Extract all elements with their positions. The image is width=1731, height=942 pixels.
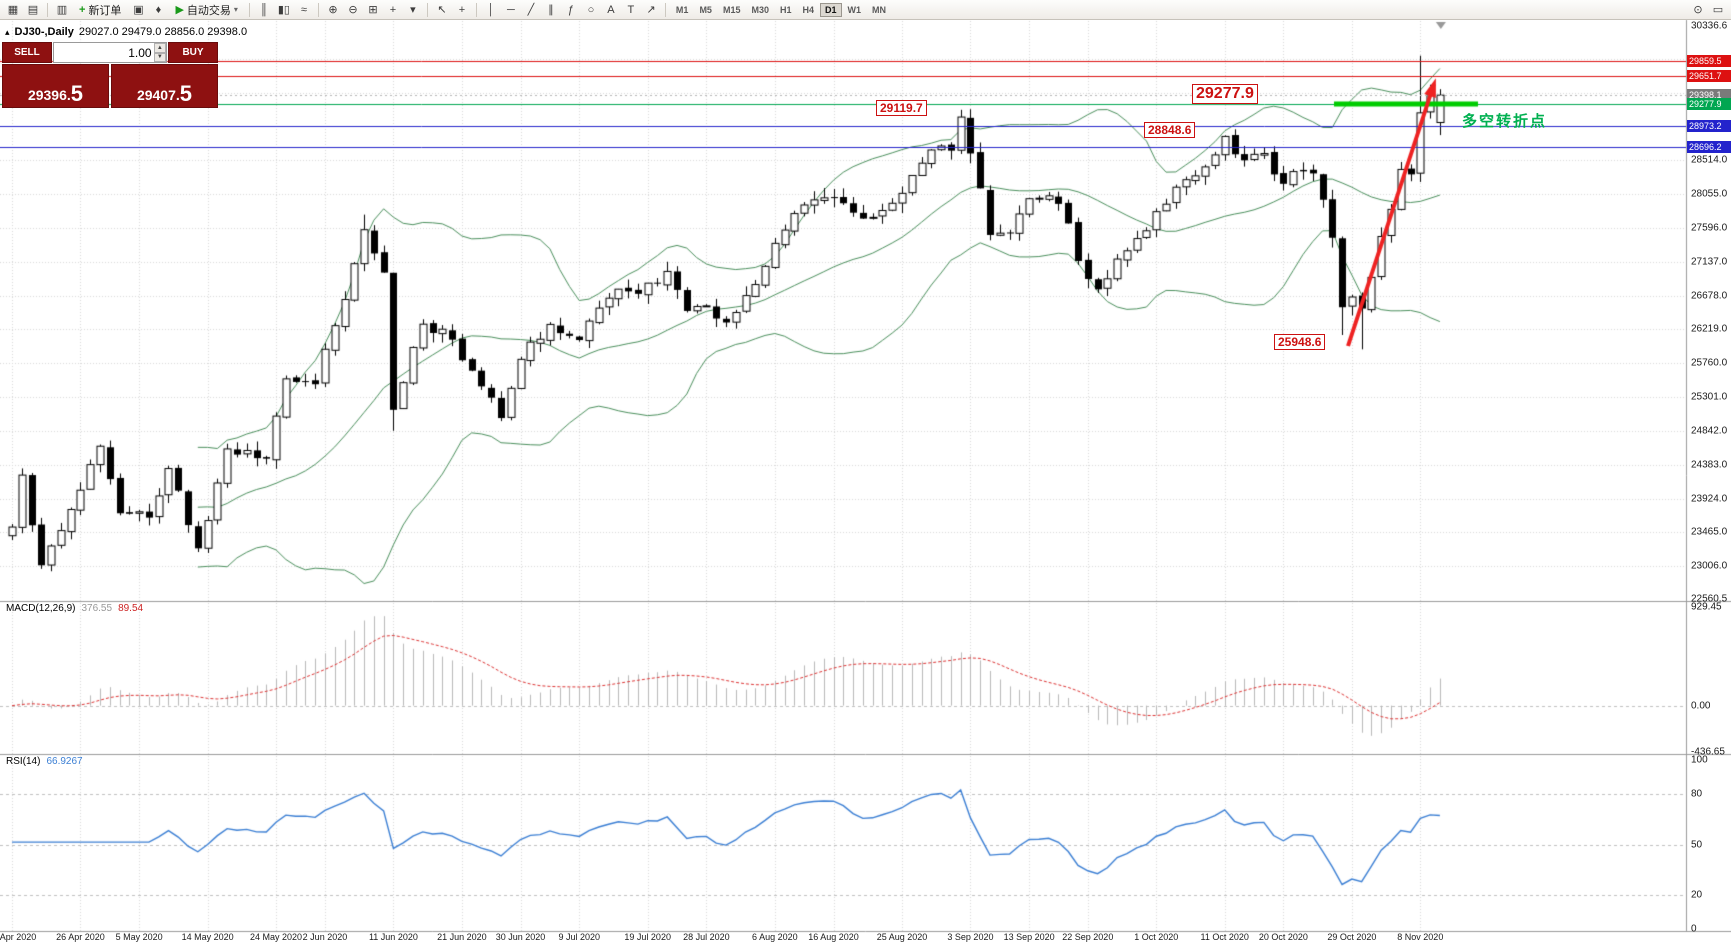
profiles-icon[interactable]: ▤ xyxy=(27,4,39,16)
timeframe-h4[interactable]: H4 xyxy=(798,3,820,17)
timeframe-m15[interactable]: M15 xyxy=(718,3,746,17)
timeframe-m5[interactable]: M5 xyxy=(694,3,717,17)
cursor-icon[interactable]: ↖ xyxy=(437,4,447,16)
timeframe-h1[interactable]: H1 xyxy=(775,3,797,17)
volume-down-button[interactable]: ▼ xyxy=(153,52,166,62)
sell-chip-label: SELL xyxy=(2,42,52,63)
chart-title: ▴ DJ30-,Daily 29027.0 29479.0 28856.0 29… xyxy=(5,26,247,38)
timeframe-d1[interactable]: D1 xyxy=(820,2,842,17)
shapes-icon[interactable]: ○ xyxy=(587,3,595,16)
volume-up-button[interactable]: ▲ xyxy=(153,43,166,53)
sell-button[interactable]: 29396. 5 xyxy=(2,64,109,108)
alerts-icon[interactable]: ♦ xyxy=(155,3,162,16)
search-icon[interactable]: ⊙ xyxy=(1693,4,1703,16)
channel-icon[interactable]: ∥ xyxy=(548,4,554,16)
macd-label-row: MACD(12,26,9) 376.55 89.54 xyxy=(6,603,143,614)
new-order-icon: + xyxy=(79,3,86,16)
indicators-icon[interactable]: + xyxy=(389,3,397,16)
one-click-trading-panel: SELL ▲ ▼ BUY 29396.5 29407.5 xyxy=(2,42,218,108)
candlestick-icon[interactable]: ▮▯ xyxy=(277,4,290,16)
macd-main-value: 376.55 xyxy=(81,603,113,614)
ohlc-values: 29027.0 29479.0 28856.0 29398.0 xyxy=(78,26,248,38)
sell-price-main: 29396. xyxy=(27,87,71,103)
line-chart-icon[interactable]: ≈ xyxy=(300,3,307,16)
new-order-label: 新订单 xyxy=(88,4,122,17)
sell-price-pip: 5 xyxy=(70,81,84,106)
volume-input[interactable] xyxy=(54,43,154,62)
buy-price-pip: 5 xyxy=(179,81,193,106)
crosshair-icon[interactable]: + xyxy=(458,3,466,16)
timeframe-w1[interactable]: W1 xyxy=(843,3,867,17)
buy-price-main: 29407. xyxy=(136,87,180,103)
fibonacci-icon[interactable]: ƒ xyxy=(567,3,574,16)
autotrading-icon: ▶ xyxy=(175,4,184,16)
tile-windows-icon[interactable]: ⊞ xyxy=(368,4,378,16)
rsi-name: RSI(14) xyxy=(6,756,41,767)
autotrading-button[interactable]: ▶ 自动交易 ▾ xyxy=(169,1,243,18)
one-click-collapse-icon[interactable]: ▴ xyxy=(5,26,10,37)
horizontal-line-icon[interactable]: ─ xyxy=(507,3,515,16)
trendline-icon[interactable]: ╱ xyxy=(527,4,535,16)
new-chart-icon[interactable]: ▦ xyxy=(7,4,19,16)
autotrading-dropdown-icon: ▾ xyxy=(233,5,238,14)
symbol-period-label: DJ30-,Daily xyxy=(14,26,74,38)
autotrading-label: 自动交易 xyxy=(186,4,231,17)
vertical-line-icon[interactable]: │ xyxy=(487,3,495,16)
market-watch-icon[interactable]: ▥ xyxy=(56,4,68,16)
properties-icon[interactable]: ▭ xyxy=(1712,4,1724,16)
timeframe-group: M1 M5 M15 M30 H1 H4 D1 W1 MN xyxy=(671,2,891,17)
text-icon[interactable]: A xyxy=(607,3,615,16)
macd-name: MACD(12,26,9) xyxy=(6,603,76,614)
timeframe-mn[interactable]: MN xyxy=(867,3,891,17)
rsi-value: 66.9267 xyxy=(46,756,83,767)
new-order-button[interactable]: + 新订单 xyxy=(73,1,127,18)
buy-chip-label: BUY xyxy=(168,42,218,63)
toolbar: ▦ ▤ ▥ + 新订单 ▣ ♦ ▶ 自动交易 ▾ ║ ▮▯ ≈ ⊕ ⊖ ⊞ + ▾ ↖ + │ ─ ╱ ∥ ƒ ○ A… xyxy=(0,0,1731,20)
timeframe-m30[interactable]: M30 xyxy=(746,3,774,17)
rsi-label-row: RSI(14) 66.9267 xyxy=(6,756,83,767)
charts-grid-icon[interactable]: ▣ xyxy=(133,4,144,16)
label-icon[interactable]: T xyxy=(627,3,635,16)
arrows-icon[interactable]: ↗ xyxy=(646,4,656,16)
ohlc-bars-icon[interactable]: ║ xyxy=(260,3,268,16)
macd-signal-value: 89.54 xyxy=(118,603,144,614)
zoom-in-icon[interactable]: ⊕ xyxy=(328,4,338,16)
buy-button[interactable]: 29407. 5 xyxy=(111,64,218,108)
zoom-out-icon[interactable]: ⊖ xyxy=(348,4,358,16)
timeframe-m1[interactable]: M1 xyxy=(671,3,694,17)
periods-dropdown-icon[interactable]: ▾ xyxy=(410,4,416,16)
